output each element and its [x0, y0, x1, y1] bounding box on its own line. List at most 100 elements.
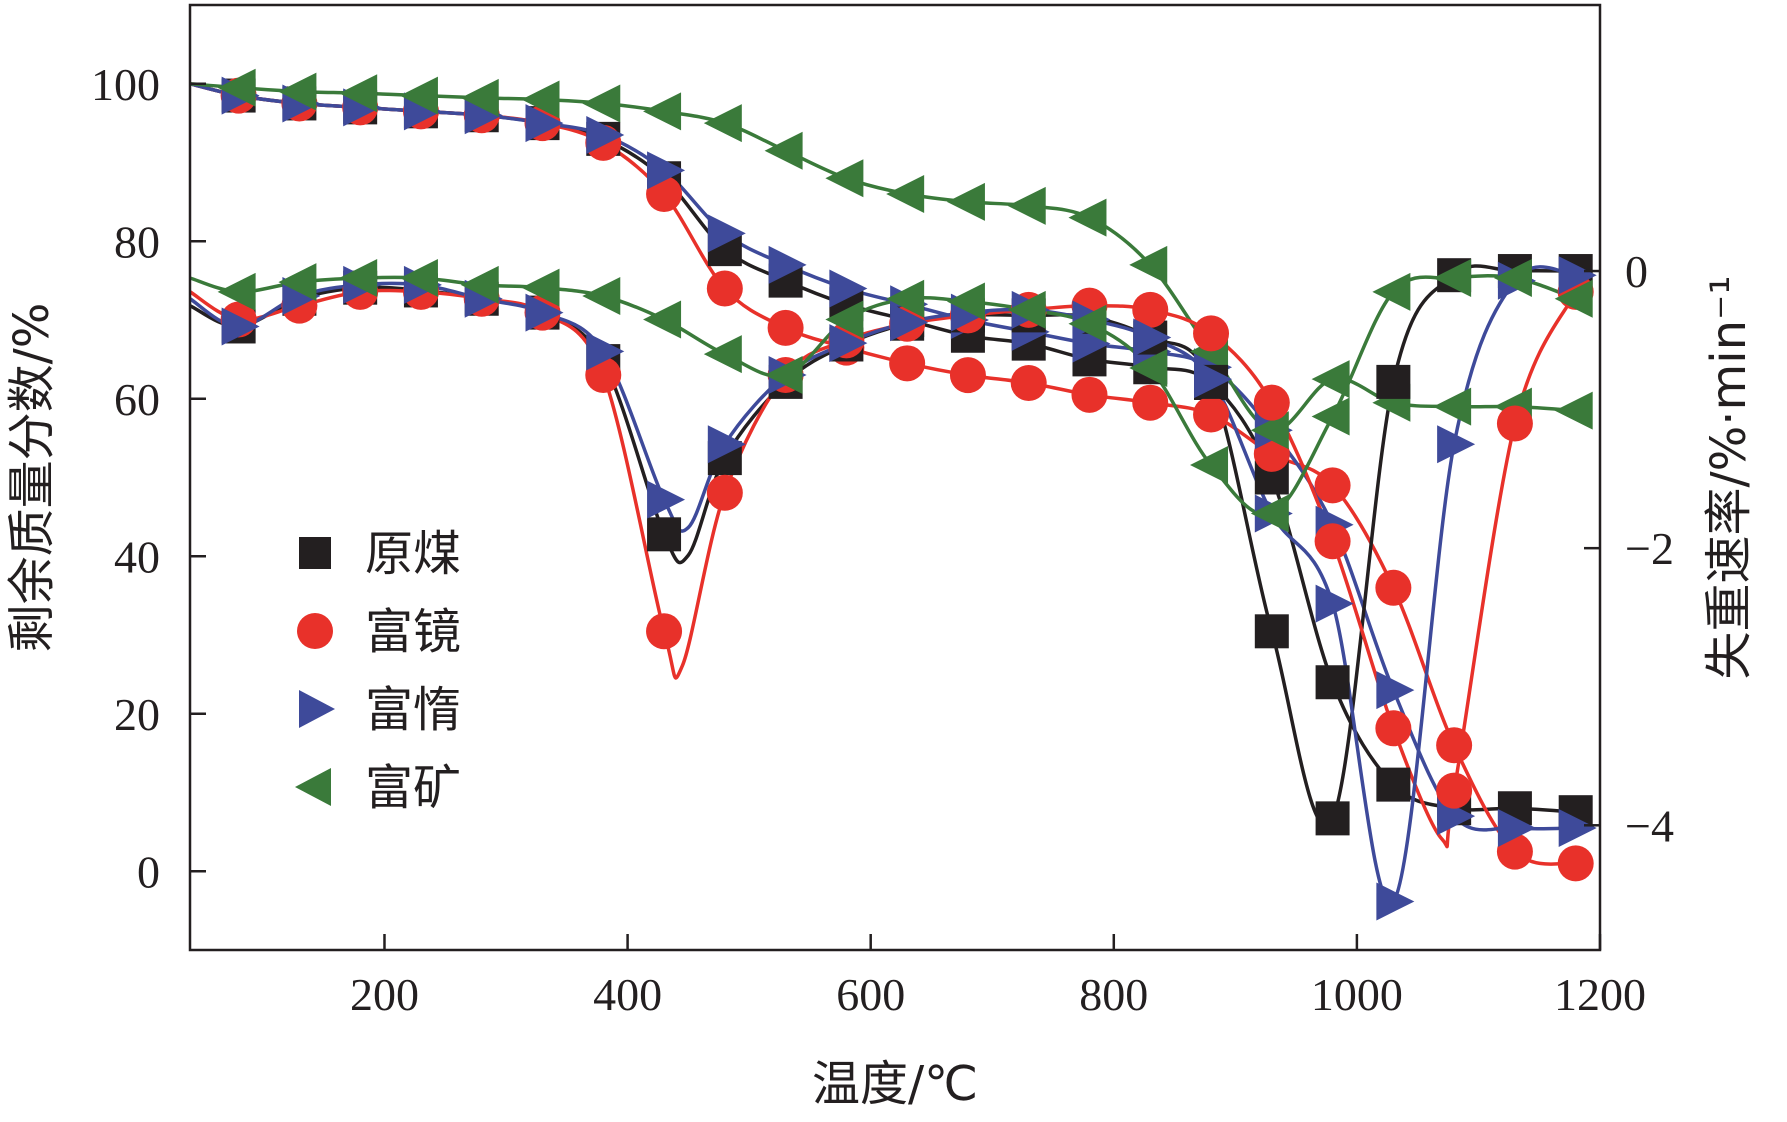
right-y-axis-title: 失重速率/%·min⁻¹ [1701, 275, 1757, 679]
data-point [703, 335, 742, 374]
data-point [521, 268, 560, 307]
data-point [946, 282, 985, 321]
data-point [1375, 569, 1412, 606]
series-markers [217, 68, 1597, 921]
data-point [1068, 198, 1107, 237]
legend-label-富矿: 富矿 [365, 760, 461, 816]
data-point [582, 84, 621, 123]
data-point [1133, 318, 1172, 357]
data-point [886, 279, 925, 318]
data-point [1376, 882, 1415, 921]
data-point [339, 74, 378, 113]
data-point [1314, 467, 1351, 504]
data-point [886, 175, 925, 213]
data-point [217, 68, 256, 107]
data-point [643, 300, 682, 339]
data-point [221, 307, 260, 346]
data-point [1311, 360, 1350, 399]
data-point [643, 92, 682, 131]
data-point [1554, 279, 1593, 318]
data-point [1376, 767, 1411, 802]
x-tick-label: 400 [593, 969, 662, 1020]
data-point [767, 309, 804, 346]
legend-label-原煤: 原煤 [365, 526, 461, 582]
left-y-tick-label: 40 [114, 531, 160, 582]
data-point [1558, 808, 1597, 847]
data-point [825, 300, 864, 339]
data-point [399, 258, 438, 297]
x-tick-label: 1000 [1311, 969, 1403, 1020]
left-y-tick-label: 100 [91, 59, 160, 110]
data-point [647, 517, 682, 552]
data-point [399, 76, 438, 115]
data-point [1376, 364, 1411, 399]
legend-item-富镜: 富镜 [297, 604, 461, 660]
left-y-tick-label: 80 [114, 216, 160, 267]
data-point [1007, 186, 1046, 225]
data-point [1132, 384, 1169, 421]
data-point [1314, 523, 1351, 560]
data-point [1436, 772, 1473, 809]
data-point [1497, 808, 1536, 847]
data-point [278, 263, 317, 302]
data-point [764, 131, 803, 170]
data-point [1315, 665, 1350, 700]
data-point [460, 78, 499, 117]
x-tick-label: 800 [1079, 969, 1148, 1020]
legend-marker-原煤 [299, 537, 331, 569]
data-point [525, 104, 564, 143]
data-point [829, 324, 868, 363]
data-point [1311, 397, 1350, 436]
x-tick-label: 600 [836, 969, 905, 1020]
data-point [1433, 387, 1472, 426]
data-point [1433, 258, 1472, 297]
legend-marker-富惰 [299, 690, 335, 728]
data-point [586, 115, 625, 154]
x-tick-label: 1200 [1554, 969, 1646, 1020]
data-point [586, 332, 625, 371]
legend: 原煤 富镜 富惰 富矿 [295, 526, 461, 816]
data-point [1554, 391, 1593, 430]
data-point [1437, 425, 1476, 464]
left-y-axis-title: 剩余质量分数/% [4, 303, 60, 653]
data-point [1190, 446, 1229, 485]
data-point [1068, 304, 1107, 343]
data-point [764, 355, 803, 394]
right-y-tick-label: 0 [1625, 246, 1648, 297]
data-point [1376, 671, 1415, 710]
data-point [1315, 584, 1354, 623]
legend-marker-富矿 [295, 768, 331, 806]
data-point [1194, 360, 1233, 399]
data-point [464, 96, 503, 135]
data-point [890, 303, 929, 342]
data-point [706, 270, 743, 307]
x-tick-label: 200 [350, 969, 419, 1020]
data-point [1007, 290, 1046, 329]
data-point [647, 151, 686, 190]
data-point [1253, 384, 1290, 421]
data-point [1436, 727, 1473, 764]
data-point [1193, 315, 1230, 352]
data-point [521, 80, 560, 119]
data-point [1315, 801, 1350, 836]
data-point [1375, 710, 1412, 747]
data-point [703, 104, 742, 143]
left-y-tick-label: 0 [137, 846, 160, 897]
data-point [1254, 614, 1289, 649]
legend-marker-富镜 [297, 613, 333, 649]
legend-label-富惰: 富惰 [365, 682, 461, 738]
data-point [1557, 845, 1594, 882]
data-point [829, 269, 868, 308]
data-point [1071, 376, 1108, 413]
series-line-left [189, 82, 1576, 433]
data-point [707, 214, 746, 253]
data-point [1250, 411, 1289, 450]
series-line-left [189, 82, 1577, 866]
data-point [1010, 365, 1047, 401]
data-point [582, 276, 621, 315]
legend-label-富镜: 富镜 [365, 604, 461, 660]
data-point [460, 265, 499, 304]
data-point [1132, 291, 1169, 328]
data-point [339, 258, 378, 297]
